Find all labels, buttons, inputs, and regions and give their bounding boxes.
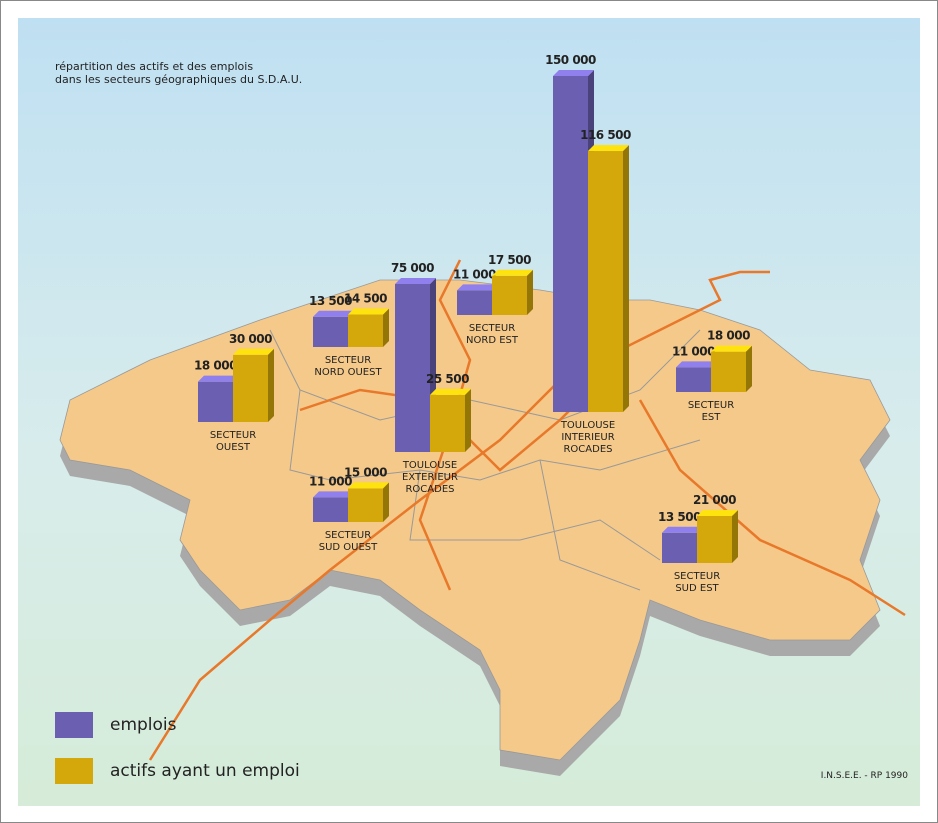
bar: [348, 488, 383, 522]
bar: [553, 76, 588, 412]
bar: [395, 284, 430, 452]
value-label: 17 500: [488, 253, 531, 267]
bar: [313, 316, 348, 347]
bar-top: [492, 269, 533, 276]
value-label: 18 000: [194, 359, 237, 373]
bar: [697, 515, 732, 563]
bar: [662, 532, 697, 563]
bar-top: [711, 345, 752, 352]
bar: [430, 394, 465, 452]
bar-top: [348, 308, 389, 315]
bar-top: [457, 284, 498, 291]
value-label: 75 000: [391, 261, 434, 275]
bar: [313, 497, 348, 522]
legend-label: emplois: [110, 715, 177, 735]
sector-label: SECTEUR EST: [688, 400, 734, 423]
bar-side: [383, 308, 389, 347]
legend-label: actifs ayant un emploi: [110, 761, 300, 781]
bar-top: [313, 491, 354, 498]
bar-top: [198, 375, 239, 382]
legend-swatch: [55, 712, 93, 738]
source: I.N.S.E.E. - RP 1990: [821, 771, 908, 781]
sector-label: TOULOUSE EXTERIEUR ROCADES: [402, 460, 458, 495]
value-label: 21 000: [693, 493, 736, 507]
bar-side: [623, 145, 629, 413]
bar: [198, 381, 233, 422]
bar-side: [465, 388, 471, 452]
sector-label: SECTEUR NORD EST: [466, 323, 519, 346]
bar-top: [662, 526, 703, 533]
sector-label: SECTEUR NORD OUEST: [314, 355, 382, 378]
value-label: 18 000: [707, 329, 750, 343]
bar-side: [527, 269, 533, 315]
bar: [233, 354, 268, 422]
value-label: 25 500: [426, 372, 469, 386]
value-label: 116 500: [580, 128, 631, 142]
value-label: 14 500: [344, 292, 387, 306]
value-label: 30 000: [229, 332, 272, 346]
legend-swatch: [55, 758, 93, 784]
sector-label: SECTEUR SUD EST: [674, 571, 720, 594]
sector-label: TOULOUSE INTERIEUR ROCADES: [560, 420, 615, 455]
bar-side: [383, 482, 389, 522]
bar-top: [395, 278, 436, 284]
bar: [676, 367, 711, 392]
bar: [588, 151, 623, 413]
value-label: 11 000: [309, 474, 352, 488]
bar-top: [348, 482, 389, 489]
sector-label: SECTEUR OUEST: [210, 430, 256, 453]
bar-top: [676, 361, 717, 368]
value-label: 150 000: [545, 53, 596, 67]
chart-title: répartition des actifs et des emplois dan…: [55, 60, 302, 86]
bar-side: [746, 345, 752, 392]
bar: [348, 314, 383, 347]
bar-top: [233, 348, 274, 355]
bar: [711, 351, 746, 392]
value-label: 11 000: [453, 267, 496, 281]
bar-top: [588, 145, 629, 152]
bar-top: [313, 310, 354, 317]
value-label: 11 000: [672, 344, 715, 358]
bar-top: [697, 509, 738, 516]
value-label: 13 500: [309, 294, 352, 308]
sector-label: SECTEUR SUD OUEST: [319, 530, 378, 553]
bar-top: [553, 70, 594, 76]
value-label: 13 500: [658, 510, 701, 524]
bar: [492, 275, 527, 315]
bar-side: [732, 509, 738, 563]
value-label: 15 000: [344, 465, 387, 479]
bar: [457, 290, 492, 315]
bar-top: [430, 388, 471, 395]
bar-side: [268, 348, 274, 422]
